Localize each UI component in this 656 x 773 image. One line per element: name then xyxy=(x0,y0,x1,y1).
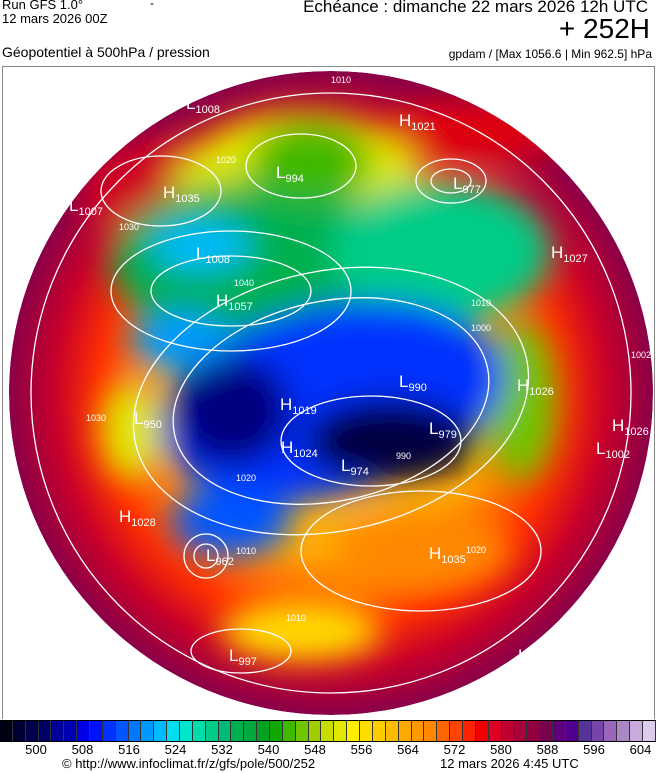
isobar-label: 1010 xyxy=(236,546,256,556)
colorbar-tick-label: 500 xyxy=(25,742,47,757)
colorbar-swatch xyxy=(437,721,451,741)
colorbar-swatch xyxy=(77,721,91,741)
colorbar-swatch xyxy=(244,721,258,741)
colorbar-tick-label: 572 xyxy=(443,742,466,757)
generated-time: 12 mars 2026 4:45 UTC xyxy=(440,756,579,771)
colorbar-swatch xyxy=(154,721,168,741)
colorbar-swatch xyxy=(591,721,605,741)
copyright-url[interactable]: © http://www.infoclimat.fr/z/gfs/pole/50… xyxy=(62,756,316,771)
colorbar-tick-label: 548 xyxy=(304,742,326,757)
map-frame: L1008 H1021 L994 H1035 L1007 L977 L1008 H1027 H1… xyxy=(2,66,655,719)
colorbar-swatch xyxy=(115,721,129,741)
colorbar-swatch xyxy=(0,721,13,741)
units-range: gpdam / [Max 1056.6 | Min 962.5] hPa xyxy=(448,47,652,61)
run-date: 12 mars 2026 00Z xyxy=(2,11,108,26)
colorbar-swatch xyxy=(630,721,643,741)
colorbar-swatch xyxy=(25,721,39,741)
colorbar-swatch xyxy=(475,721,489,741)
colorbar-tick-label: 524 xyxy=(164,742,187,757)
isobar-label: 1002 xyxy=(631,350,651,360)
colorbar-tick-label: 596 xyxy=(583,742,605,757)
colorbar-swatch xyxy=(128,721,142,741)
colorbar-swatch xyxy=(398,721,412,741)
colorbar-tick-label: 564 xyxy=(397,742,419,757)
colorbar-tick-label: 540 xyxy=(257,742,280,757)
high-pressure-center: H xyxy=(518,646,530,665)
colorbar-swatch xyxy=(552,721,566,741)
colorbar-swatch xyxy=(270,721,283,741)
isobar-label: 1020 xyxy=(466,545,486,555)
colorbar-swatch xyxy=(64,721,78,741)
colorbar-swatch xyxy=(424,721,438,741)
colorbar-swatch xyxy=(411,721,425,741)
dash: - xyxy=(150,0,154,10)
colorbar-ticks: 500 508 516 524 532 540 548 556 564 572 580 588 596 6… xyxy=(0,742,656,758)
colorbar-swatch xyxy=(642,721,656,741)
parameter-title: Géopotentiel à 500hPa / pression xyxy=(2,44,210,60)
colorbar-tick-label: 580 xyxy=(490,742,512,757)
colorbar-swatch xyxy=(308,721,322,741)
colorbar-swatch xyxy=(218,721,232,741)
colorbar-swatch xyxy=(231,721,245,741)
colorbar-swatch xyxy=(102,721,116,741)
lead-time: + 252H xyxy=(558,13,650,44)
colorbar-tick-label: 532 xyxy=(211,742,233,757)
colorbar-swatch xyxy=(462,721,476,741)
colorbar-swatch xyxy=(192,721,206,741)
colorbar-tick-label: 604 xyxy=(629,742,652,757)
isobar-label: 990 xyxy=(396,451,411,461)
colorbar-swatch xyxy=(167,721,181,741)
colorbar-swatch xyxy=(527,721,541,741)
colorbar-swatch xyxy=(12,721,26,741)
colorbar-swatch xyxy=(604,721,618,741)
colorbar-swatch xyxy=(90,721,103,741)
colorbar-swatch xyxy=(282,721,296,741)
colorbar-swatch xyxy=(578,721,592,741)
colorbar-swatch xyxy=(540,721,553,741)
forecast-valid-time: Echéance : dimanche 22 mars 2026 12h UTC xyxy=(303,0,648,16)
colorbar-swatch xyxy=(38,721,52,741)
colorbar-swatch xyxy=(565,721,579,741)
colorbar-swatch xyxy=(501,721,515,741)
colorbar-swatch xyxy=(450,721,463,741)
colorbar-tick-label: 508 xyxy=(71,742,94,757)
colorbar-swatch xyxy=(141,721,155,741)
colorbar-swatch xyxy=(257,721,271,741)
colorbar-tick-label: 516 xyxy=(118,742,140,757)
colorbar-swatch xyxy=(205,721,219,741)
isobars xyxy=(30,92,632,694)
colorbar-swatch xyxy=(334,721,348,741)
colorbar-swatch xyxy=(51,721,65,741)
colorbar-swatch xyxy=(321,721,335,741)
colorbar-swatch xyxy=(360,721,373,741)
isobar-label: 1010 xyxy=(286,613,306,623)
colorbar-swatch xyxy=(514,721,528,741)
colorbar-swatch xyxy=(385,721,399,741)
isobar-label: 1020 xyxy=(216,155,236,165)
isobar-label: 1030 xyxy=(86,413,106,423)
isobar-label: 1030 xyxy=(119,222,139,232)
isobar-label: 1010 xyxy=(331,75,351,85)
colorbar-swatch xyxy=(372,721,386,741)
model-run: Run GFS 1.0° xyxy=(2,0,84,12)
colorbar xyxy=(0,720,656,742)
colorbar-swatch xyxy=(295,721,309,741)
colorbar-swatch xyxy=(180,721,193,741)
isobar-label: 1010 xyxy=(471,298,491,308)
isobar-label: 1040 xyxy=(234,278,254,288)
colorbar-tick-label: 556 xyxy=(350,742,373,757)
colorbar-swatch xyxy=(617,721,631,741)
isobar-label: 1000 xyxy=(471,323,491,333)
colorbar-tick-label: 588 xyxy=(536,742,559,757)
isobar-label: 1020 xyxy=(236,473,256,483)
colorbar-swatch xyxy=(347,721,361,741)
colorbar-swatch xyxy=(488,721,502,741)
